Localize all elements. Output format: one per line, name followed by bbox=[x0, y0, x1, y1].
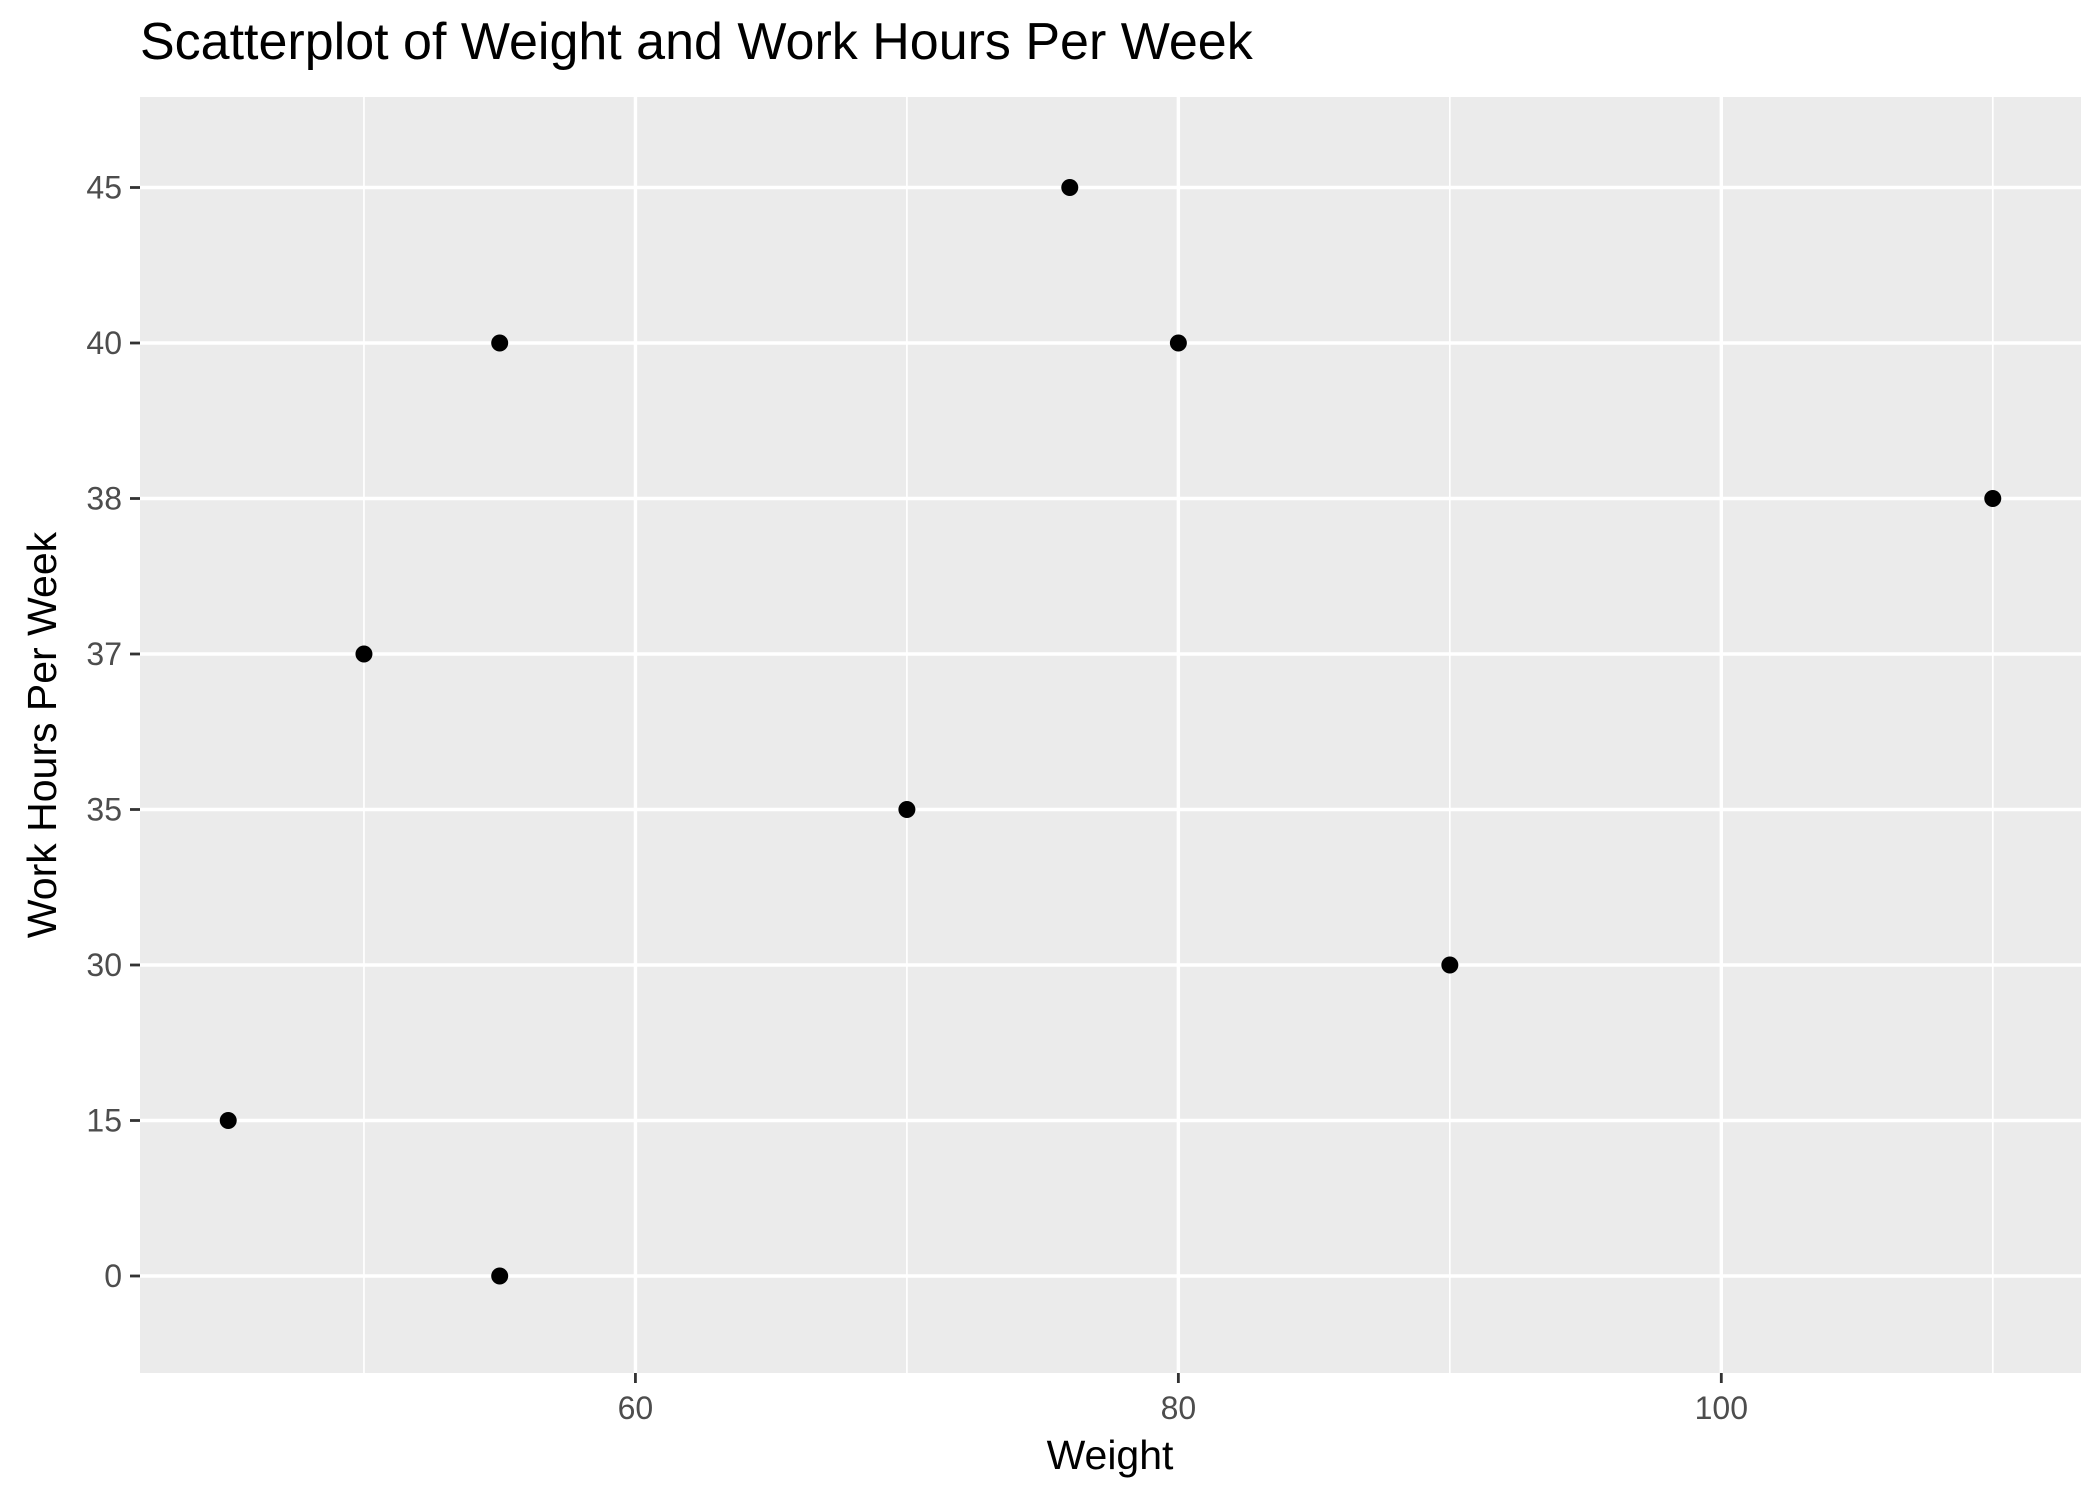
data-point bbox=[1441, 956, 1459, 974]
y-tick-label: 45 bbox=[86, 170, 122, 206]
data-point bbox=[898, 801, 916, 818]
x-tick-label: 60 bbox=[618, 1390, 654, 1426]
x-tick-label: 80 bbox=[1161, 1390, 1197, 1426]
grid-layer bbox=[140, 97, 2081, 1373]
data-point bbox=[219, 1112, 237, 1129]
data-point bbox=[491, 1267, 509, 1285]
y-tick-label: 0 bbox=[104, 1258, 122, 1294]
plot-panel bbox=[140, 97, 2081, 1373]
chart-title: Scatterplot of Weight and Work Hours Per… bbox=[140, 13, 1254, 71]
data-point bbox=[355, 645, 373, 663]
data-point bbox=[491, 334, 509, 352]
y-tick-label: 37 bbox=[86, 636, 122, 672]
y-tick-label: 40 bbox=[86, 325, 122, 361]
points-layer bbox=[219, 179, 2002, 1285]
x-tick-label: 100 bbox=[1695, 1390, 1748, 1426]
data-point bbox=[1984, 490, 2002, 507]
data-point bbox=[1169, 334, 1187, 352]
y-tick-label: 38 bbox=[86, 481, 122, 517]
y-axis-title: Work Hours Per Week bbox=[19, 531, 65, 938]
y-tick-label: 30 bbox=[86, 947, 122, 983]
x-axis-title: Weight bbox=[1047, 1432, 1174, 1478]
axis-layer: 60 80 100 0 15 30 35 37 38 40 45 bbox=[86, 170, 1748, 1427]
y-tick-label: 15 bbox=[86, 1103, 122, 1139]
data-point bbox=[1061, 179, 1079, 196]
y-tick-label: 35 bbox=[86, 792, 122, 828]
